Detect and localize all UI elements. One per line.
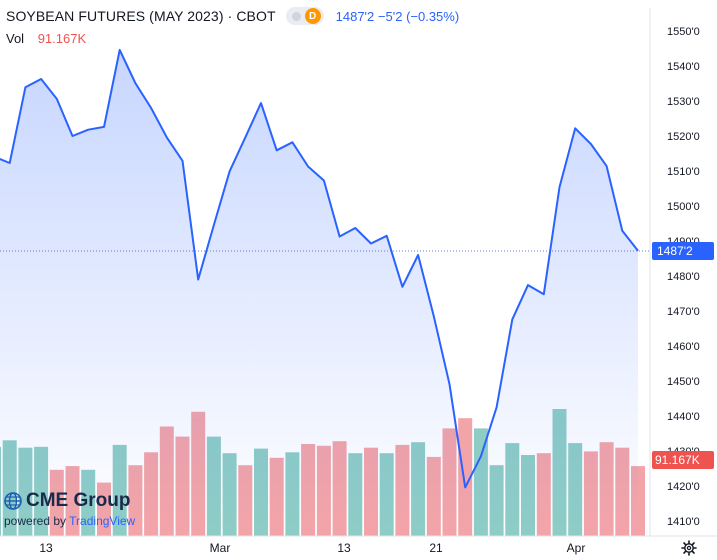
y-tick-label: 1470'0 — [667, 306, 700, 318]
x-tick-label: Apr — [567, 541, 586, 555]
x-tick-label: 13 — [39, 541, 53, 555]
price-area — [0, 49, 638, 536]
delayed-badge: D — [304, 8, 321, 24]
last-price-tag: 1487'2 — [652, 242, 714, 260]
y-tick-label: 1420'0 — [667, 481, 700, 493]
price-quote: 1487'2 −5'2 (−0.35%) — [336, 9, 460, 24]
status-dot-icon — [291, 11, 301, 21]
y-tick-label: 1450'0 — [667, 376, 700, 388]
y-tick-label: 1540'0 — [667, 61, 700, 73]
x-tick-label: Mar — [210, 541, 231, 555]
data-status-pill[interactable]: D — [285, 7, 324, 25]
price-change-pct: (−0.35%) — [406, 8, 460, 24]
powered-by: powered by TradingView — [4, 514, 135, 528]
last-volume-tag-text: 91.167K — [655, 453, 700, 467]
tradingview-link[interactable]: TradingView — [69, 514, 136, 528]
y-tick-label: 1480'0 — [667, 271, 700, 283]
y-tick-label: 1520'0 — [667, 131, 700, 143]
y-tick-label: 1550'0 — [667, 26, 700, 38]
globe-icon — [4, 492, 22, 510]
last-price-tag-text: 1487'2 — [657, 244, 693, 258]
y-tick-label: 1500'0 — [667, 201, 700, 213]
price-change: −5'2 — [377, 8, 403, 24]
y-tick-label: 1530'0 — [667, 96, 700, 108]
price-line — [0, 48, 639, 489]
volume-label: Vol — [6, 31, 25, 46]
y-tick-label: 1460'0 — [667, 341, 700, 353]
chart-header: SOYBEAN FUTURES (MAY 2023) · CBOT D 1487… — [6, 6, 459, 26]
x-tick-label: 13 — [337, 541, 351, 555]
y-tick-label: 1510'0 — [667, 166, 700, 178]
cme-logo: CME Group — [4, 490, 135, 512]
gear-icon[interactable] — [681, 540, 697, 556]
y-tick-label: 1440'0 — [667, 411, 700, 423]
last-volume-tag: 91.167K — [652, 451, 714, 469]
volume-legend: Vol 91.167K — [6, 31, 86, 46]
volume-value: 91.167K — [37, 31, 87, 46]
cme-logo-text: CME Group — [26, 490, 131, 511]
x-tick-label: 21 — [429, 541, 443, 555]
chart-title: SOYBEAN FUTURES (MAY 2023) · CBOT — [6, 8, 276, 24]
powered-by-text: powered by — [4, 514, 67, 528]
y-tick-label: 1410'0 — [667, 516, 700, 528]
branding[interactable]: CME Group powered by TradingView — [4, 490, 135, 528]
last-price: 1487'2 — [335, 8, 375, 24]
